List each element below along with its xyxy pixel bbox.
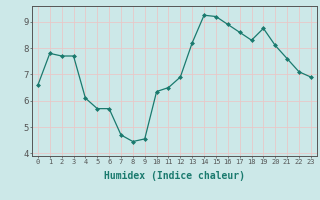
X-axis label: Humidex (Indice chaleur): Humidex (Indice chaleur) [104, 171, 245, 181]
